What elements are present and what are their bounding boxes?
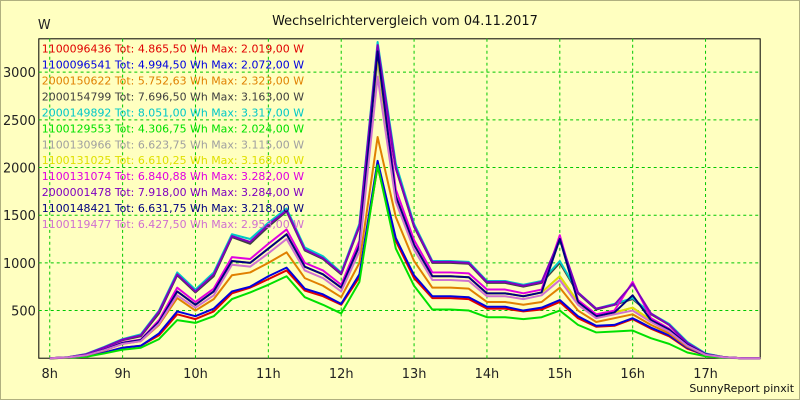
chart-title: Wechselrichtervergleich vom 04.11.2017 bbox=[272, 14, 538, 29]
legend-entry: 1100131025 Tot: 6.610,25 Wh Max: 3.168,0… bbox=[42, 154, 304, 167]
y-tick-label: 1500 bbox=[3, 209, 36, 224]
x-tick-label: 13h bbox=[402, 367, 427, 382]
x-tick-label: 16h bbox=[620, 367, 645, 382]
legend-entry: 2000150622 Tot: 5.752,63 Wh Max: 2.323,0… bbox=[42, 75, 304, 88]
y-tick-label: 2000 bbox=[3, 161, 36, 176]
series-line bbox=[49, 75, 761, 360]
legend-entry: 1100119477 Tot: 6.427,50 Wh Max: 2.953,0… bbox=[42, 218, 304, 231]
footer-credit: SunnyReport pinxit bbox=[689, 382, 794, 395]
x-tick-label: 14h bbox=[475, 367, 500, 382]
legend-entry: 1100096436 Tot: 4.865,50 Wh Max: 2.019,0… bbox=[42, 43, 304, 56]
series-line bbox=[49, 136, 761, 360]
series-line bbox=[49, 44, 761, 360]
x-tick-label: 15h bbox=[547, 367, 572, 382]
legend-entry: 1100148421 Tot: 6.631,75 Wh Max: 3.218,0… bbox=[42, 202, 304, 215]
legend-entry: 2000154799 Tot: 7.696,50 Wh Max: 3.163,0… bbox=[42, 91, 304, 104]
series-line bbox=[49, 159, 761, 360]
legend-entry: 1100130966 Tot: 6.623,75 Wh Max: 3.115,0… bbox=[42, 138, 304, 151]
y-axis-label: W bbox=[38, 18, 51, 33]
y-tick-label: 500 bbox=[11, 305, 36, 320]
legend: 1100096436 Tot: 4.865,50 Wh Max: 2.019,0… bbox=[42, 43, 304, 231]
x-axis-ticks: 8h 9h 10h 11h 12h 13h 14h 15h 16h 17h bbox=[42, 367, 718, 382]
y-tick-label: 3000 bbox=[3, 66, 36, 81]
y-axis-ticks: 500 1000 1500 2000 2500 3000 bbox=[3, 66, 36, 319]
legend-entry: 1100096541 Tot: 4.994,50 Wh Max: 2.072,0… bbox=[42, 59, 304, 72]
y-tick-label: 2500 bbox=[3, 114, 36, 129]
legend-entry: 1100129553 Tot: 4.306,75 Wh Max: 2.024,0… bbox=[42, 122, 304, 135]
legend-entry: 2000149892 Tot: 8.051,00 Wh Max: 3.317,0… bbox=[42, 106, 304, 119]
x-tick-label: 12h bbox=[329, 367, 354, 382]
legend-entry: 1100131074 Tot: 6.840,88 Wh Max: 3.282,0… bbox=[42, 170, 304, 183]
y-tick-label: 1000 bbox=[3, 257, 36, 272]
x-tick-label: 11h bbox=[256, 367, 281, 382]
x-tick-label: 10h bbox=[183, 367, 208, 382]
x-tick-label: 17h bbox=[693, 367, 718, 382]
x-tick-label: 8h bbox=[42, 367, 58, 382]
series-line bbox=[49, 164, 761, 360]
legend-entry: 2000001478 Tot: 7.918,00 Wh Max: 3.284,0… bbox=[42, 186, 304, 199]
series-lines bbox=[49, 40, 761, 360]
series-line bbox=[49, 50, 761, 360]
x-tick-label: 9h bbox=[114, 367, 130, 382]
